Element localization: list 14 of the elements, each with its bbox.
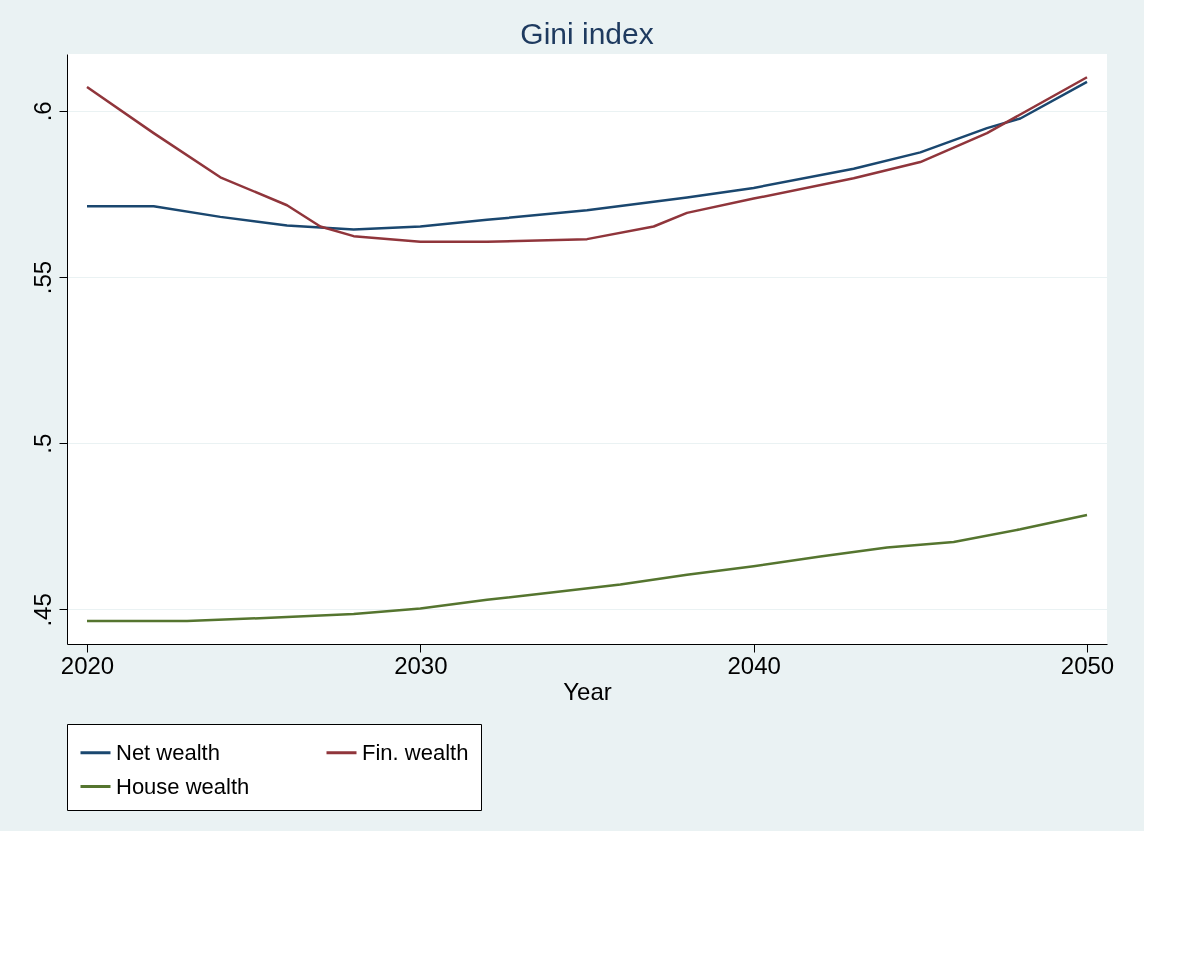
chart-title: Gini index — [520, 17, 654, 50]
y-tick-label: .45 — [28, 593, 56, 627]
x-tick-label: 2020 — [60, 651, 115, 679]
legend-label: Fin. wealth — [362, 739, 469, 765]
x-tick-label: 2030 — [394, 651, 448, 679]
x-tick-label: 2040 — [727, 651, 781, 679]
y-tick-label: .6 — [28, 101, 56, 122]
y-tick-label: .5 — [28, 433, 56, 454]
x-tick-label: 2050 — [1060, 651, 1115, 679]
line-series — [85, 513, 1089, 623]
legend-label: Net wealth — [116, 739, 220, 765]
x-axis-title: Year — [563, 677, 612, 705]
y-tick-label: .55 — [28, 260, 56, 295]
legend-label: House wealth — [116, 773, 250, 799]
